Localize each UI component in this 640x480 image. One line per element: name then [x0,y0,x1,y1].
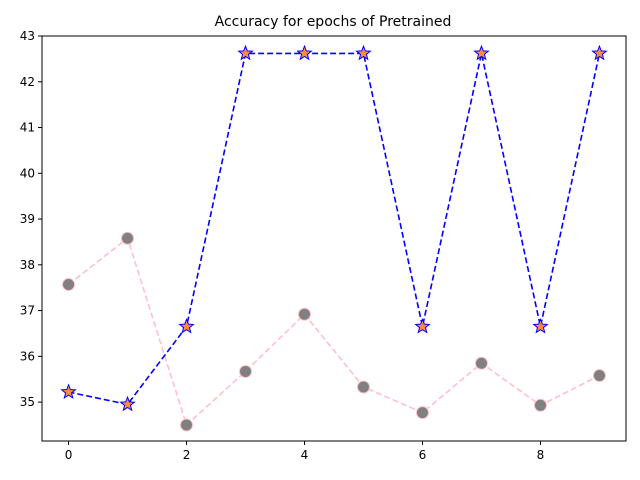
x-tick-label: 2 [183,448,191,462]
series-2-point [121,231,135,245]
y-tick-label: 39 [20,212,35,226]
y-tick-label: 42 [20,75,35,89]
y-tick-label: 40 [20,166,35,180]
series-1-point [473,44,490,61]
y-tick-label: 38 [20,258,35,272]
series-1-point [119,395,136,412]
y-tick-label: 36 [20,349,35,363]
series-1-point [296,44,313,61]
x-tick-label: 4 [301,448,309,462]
plot-area: 0 2 4 6 8 35 36 37 38 39 40 41 42 43 [20,29,627,462]
series-2-point [533,398,547,412]
series-2-point [592,369,606,383]
series-2-point [62,277,76,291]
y-tick-label: 41 [20,121,35,135]
series-1-point [355,44,372,61]
x-tick-label: 0 [65,448,73,462]
axes-frame [41,35,627,442]
y-tick-label: 35 [20,395,35,409]
series-1-point [532,318,549,334]
series-1-point [591,44,608,61]
y-tick-label: 37 [20,304,35,318]
series-2-point [415,406,429,420]
series-1-point [237,44,254,61]
series-line-1 [68,52,601,406]
series-line-2 [68,236,600,427]
x-tick-label: 8 [537,448,545,462]
y-tick-label: 43 [20,29,35,43]
series-2-point [239,364,253,378]
series-2-point [356,380,370,394]
series-2-point [474,356,488,370]
x-tick-label: 6 [419,448,427,462]
series-2-point [298,307,312,321]
series-1-point [178,318,195,334]
chart-title: Accuracy for epochs of Pretrained [215,14,452,30]
series-1-point [414,318,431,334]
series-2-point [180,418,194,432]
series-1-point [60,383,77,399]
